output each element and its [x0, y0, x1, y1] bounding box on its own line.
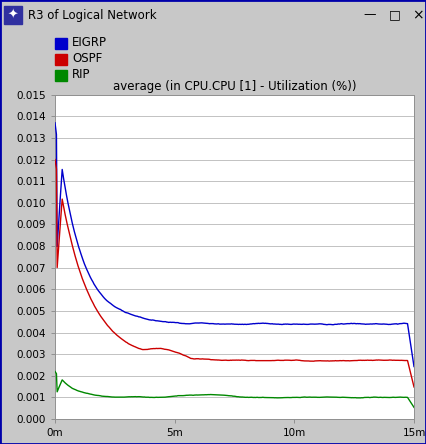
- Title: average (in CPU.CPU [1] - Utilization (%)): average (in CPU.CPU [1] - Utilization (%…: [113, 80, 356, 94]
- Bar: [55, 54, 67, 65]
- Bar: [55, 70, 67, 81]
- Bar: [4, 6, 22, 24]
- Text: —: —: [364, 8, 376, 21]
- Text: OSPF: OSPF: [72, 52, 102, 66]
- Text: ✦: ✦: [8, 8, 18, 21]
- Text: RIP: RIP: [72, 68, 90, 82]
- Text: EIGRP: EIGRP: [72, 36, 107, 49]
- Text: ×: ×: [412, 8, 424, 22]
- Text: R3 of Logical Network: R3 of Logical Network: [28, 8, 157, 21]
- Text: □: □: [389, 8, 401, 21]
- Bar: [55, 38, 67, 49]
